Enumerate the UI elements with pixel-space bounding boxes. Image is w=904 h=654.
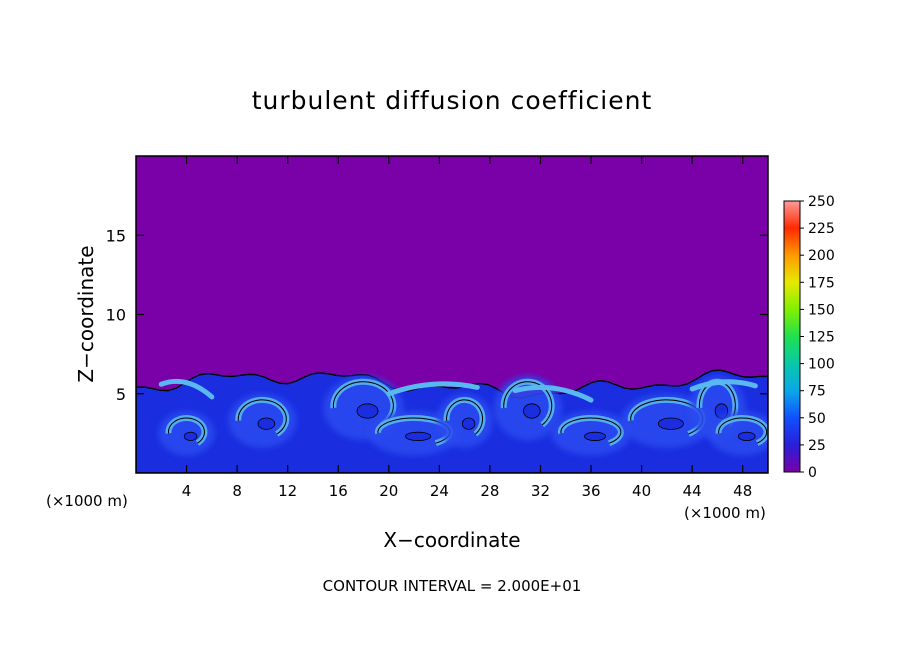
x-tick-label: 20 — [379, 482, 398, 500]
eddy-streak — [512, 384, 594, 403]
colorbar-label: 175 — [808, 275, 835, 291]
colorbar-label: 125 — [808, 330, 835, 346]
y-tick-label: 5 — [116, 385, 126, 404]
eddy-core — [356, 403, 379, 419]
colorbar-label: 0 — [808, 465, 817, 481]
colorbar-label: 100 — [808, 357, 835, 373]
eddy-core — [523, 403, 541, 419]
eddy-core — [405, 431, 432, 441]
colorbar-label: 75 — [808, 384, 826, 400]
heatmap-field — [136, 156, 768, 473]
eddy-contour — [503, 381, 553, 426]
y-tick-label: 10 — [106, 306, 126, 325]
eddy-streak — [386, 381, 480, 397]
eddy-contour — [332, 381, 394, 426]
colorbar-label: 25 — [808, 438, 826, 454]
colorbar-label: 250 — [808, 194, 835, 210]
eddy-core — [657, 417, 684, 430]
x-tick-label: 8 — [232, 482, 242, 500]
eddy-streak — [158, 378, 215, 400]
eddy-core — [737, 431, 756, 441]
x-tick-label: 40 — [632, 482, 651, 500]
eddy-contour — [446, 399, 484, 435]
y-tick-label: 15 — [106, 226, 126, 245]
colorbar-label: 225 — [808, 221, 835, 237]
eddy-core — [584, 431, 606, 441]
x-tick-label: 24 — [430, 482, 449, 500]
x-unit-label-left: (×1000 m) — [46, 492, 128, 510]
y-axis-label: Z−coordinate — [74, 245, 98, 383]
x-tick-label: 16 — [329, 482, 348, 500]
eddy-streak — [689, 379, 758, 392]
contour-interval-label: CONTOUR INTERVAL = 2.000E+01 — [322, 577, 582, 595]
x-tick-label: 36 — [581, 482, 600, 500]
colorbar: 0 25 50 75 100 125 150 175 200 225 250 — [783, 194, 835, 481]
chart-title: turbulent diffusion coefficient — [251, 86, 653, 115]
x-tick-label: 28 — [480, 482, 499, 500]
colorbar-gradient — [783, 200, 801, 473]
eddy-contour — [237, 399, 287, 435]
x-axis-label: X−coordinate — [383, 528, 521, 552]
plot-area — [135, 155, 769, 474]
x-tick-label: 4 — [182, 482, 192, 500]
eddy-contour — [718, 417, 768, 444]
colorbar-label: 50 — [808, 411, 826, 427]
colorbar-label: 200 — [808, 248, 835, 264]
eddy-core — [461, 417, 476, 430]
x-tick-label: 48 — [733, 482, 752, 500]
eddy-contour — [560, 417, 622, 444]
x-tick-label: 44 — [683, 482, 702, 500]
x-tick-label: 12 — [278, 482, 297, 500]
x-unit-label-right: (×1000 m) — [684, 504, 766, 522]
colorbar-label: 150 — [808, 302, 835, 318]
eddy-core — [257, 417, 276, 430]
x-tick-label: 32 — [531, 482, 550, 500]
eddy-contour — [168, 417, 205, 444]
eddy-core — [183, 431, 198, 441]
